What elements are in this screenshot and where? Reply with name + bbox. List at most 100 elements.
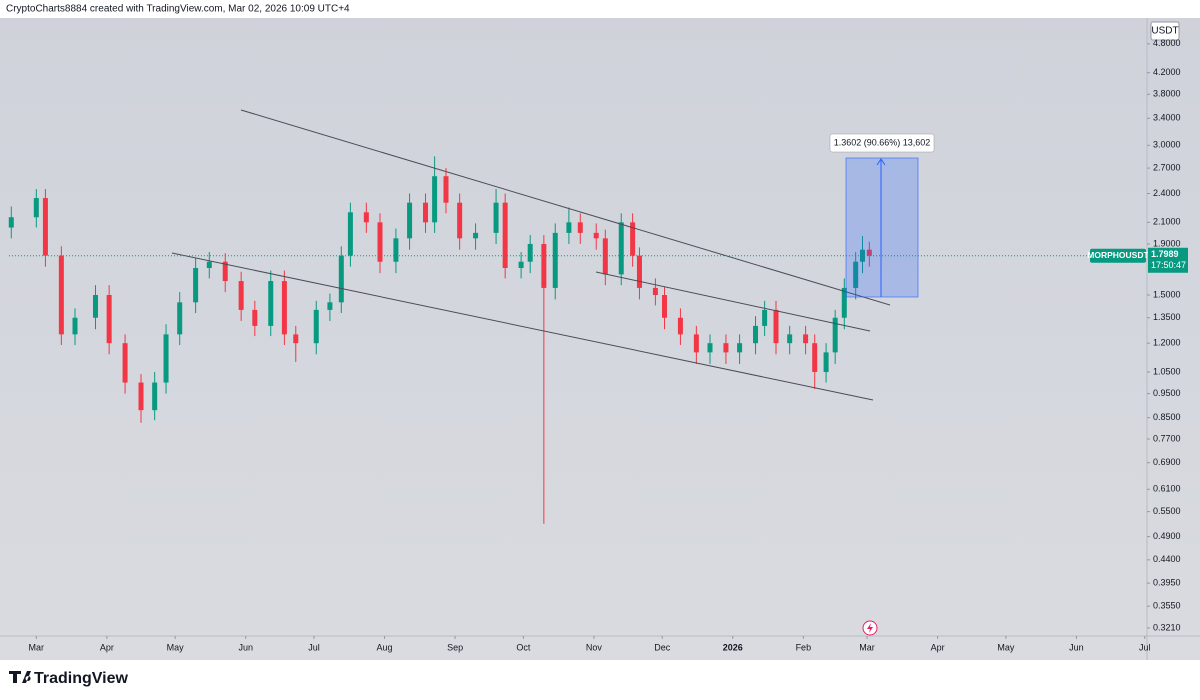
x-tick-label: Nov <box>586 642 603 652</box>
candle-body <box>106 294 112 344</box>
x-tick-label: Oct <box>516 642 531 652</box>
candle-body <box>693 334 699 353</box>
price-tag <box>1148 247 1188 273</box>
candle-body <box>502 202 508 268</box>
candle-body <box>206 261 212 268</box>
y-tick-label: 1.3500 <box>1153 312 1181 322</box>
candle-body <box>823 352 829 373</box>
candle-body <box>593 232 599 239</box>
candle-body <box>832 317 838 353</box>
y-tick-label: 2.4000 <box>1153 188 1181 198</box>
candle-body <box>281 281 287 335</box>
candle-body <box>773 309 779 344</box>
candle-body <box>347 212 353 256</box>
candle-body <box>443 176 449 203</box>
trend-line <box>595 271 871 332</box>
y-tick-label: 3.8000 <box>1153 89 1181 99</box>
candle-body <box>58 255 64 335</box>
measure-arrowhead <box>876 158 886 166</box>
y-tick-label: 0.5500 <box>1153 506 1181 516</box>
candle-body <box>252 309 258 326</box>
y-tick-label: 0.4400 <box>1153 554 1181 564</box>
y-tick-label: 2.1000 <box>1153 217 1181 227</box>
candle-body <box>541 243 547 288</box>
x-tick-label: Aug <box>377 642 393 652</box>
tv-logo <box>9 671 31 683</box>
last-price-label: 1.7989 <box>1151 249 1179 259</box>
candle-body <box>841 287 847 318</box>
trend-line <box>240 109 891 306</box>
candle-body <box>762 309 768 326</box>
candle-body <box>457 202 463 239</box>
candle-body <box>432 176 438 223</box>
x-tick-label: Apr <box>931 642 945 652</box>
candle-body <box>327 302 333 310</box>
candle-body <box>393 238 399 262</box>
y-tick-label: 1.5000 <box>1153 289 1181 299</box>
candle-body <box>377 222 383 262</box>
currency: USDT <box>1151 26 1178 37</box>
y-tick-label: 3.0000 <box>1153 140 1181 150</box>
x-tick-label: 2026 <box>723 642 743 652</box>
candle-body <box>293 334 299 344</box>
candle-body <box>8 217 14 228</box>
x-tick-label: Sep <box>447 642 463 652</box>
x-tick-label: Mar <box>859 642 875 652</box>
candle-body <box>222 261 228 282</box>
candle-body <box>518 261 524 268</box>
candle-body <box>177 302 183 335</box>
candle-body <box>313 309 319 344</box>
chart-background <box>0 0 1200 660</box>
candle-body <box>753 325 759 344</box>
measure-box <box>845 157 919 298</box>
y-tick-label: 4.8000 <box>1153 38 1181 48</box>
candle-body <box>577 222 583 233</box>
candle-body <box>473 232 479 239</box>
y-tick-label: 0.6900 <box>1153 457 1181 467</box>
candle-body <box>853 261 859 288</box>
candle-body <box>193 267 199 303</box>
candle-body <box>812 343 818 373</box>
candle-body <box>92 294 98 318</box>
event-icon-bolt <box>867 623 873 633</box>
measure-label: 1.3602 (90.66%) 13,602 <box>834 137 931 147</box>
credit: CryptoCharts8884 created with TradingVie… <box>6 4 350 15</box>
candle-body <box>407 202 413 239</box>
candle-body <box>860 249 865 262</box>
symbol-tag <box>1090 248 1146 263</box>
candle-body <box>552 232 558 288</box>
brand: TradingView <box>34 670 129 687</box>
candle-body <box>338 255 344 303</box>
y-tick-label: 0.3950 <box>1153 578 1181 588</box>
y-tick-label: 3.4000 <box>1153 113 1181 123</box>
currency-box <box>1150 21 1180 41</box>
candle-body <box>33 198 39 218</box>
y-tick-label: 0.8500 <box>1153 412 1181 422</box>
candle-body <box>677 317 683 335</box>
candle-body <box>238 281 244 310</box>
y-tick-label: 0.6100 <box>1153 484 1181 494</box>
y-tick-label: 0.3210 <box>1153 622 1181 632</box>
y-tick-label: 1.2000 <box>1153 338 1181 348</box>
x-tick-label: Jun <box>1069 642 1084 652</box>
measure-label-box <box>829 133 935 153</box>
candle-body <box>42 198 48 256</box>
candle-body <box>737 343 743 353</box>
header-bar <box>0 0 1200 18</box>
x-tick-label: Apr <box>100 642 114 652</box>
y-tick-label: 0.4900 <box>1153 531 1181 541</box>
candle-body <box>803 334 809 344</box>
y-tick-label: 1.9000 <box>1153 238 1181 248</box>
trend-line <box>171 252 874 401</box>
candle-body <box>138 382 144 411</box>
candle-body <box>268 281 274 326</box>
y-tick-label: 0.9500 <box>1153 388 1181 398</box>
candle-body <box>527 243 533 262</box>
candle-body <box>122 343 128 383</box>
y-tick-label: 0.7700 <box>1153 433 1181 443</box>
candle-body <box>493 202 499 233</box>
candle-body <box>630 222 636 256</box>
candle-body <box>363 212 369 223</box>
x-tick-label: Feb <box>796 642 812 652</box>
